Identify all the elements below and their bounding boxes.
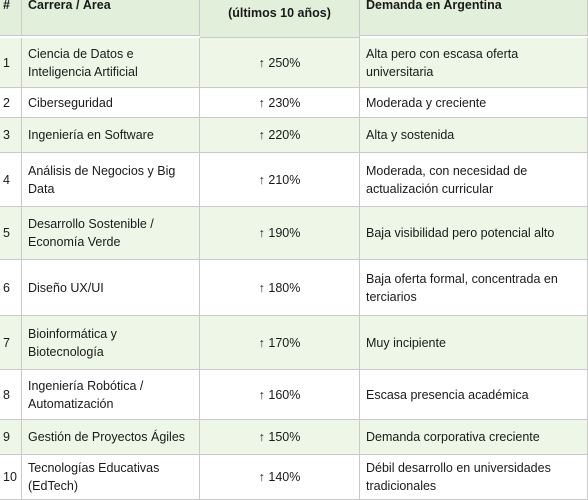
header-row-number: # xyxy=(0,0,22,36)
row-number: 2 xyxy=(0,88,22,118)
row-number: 8 xyxy=(0,370,22,420)
career: Desarrollo Sostenible / Economía Verde xyxy=(22,207,200,260)
career: Diseño UX/UI xyxy=(22,260,200,316)
row-number: 9 xyxy=(0,420,22,455)
career: Análisis de Negocios y Big Data xyxy=(22,153,200,207)
demand: Débil desarrollo en universidades tradic… xyxy=(360,455,588,500)
growth: ↑ 230% xyxy=(200,88,360,118)
demand: Escasa presencia académica xyxy=(360,370,588,420)
header-growth: Crecimiento Global (últimos 10 años) xyxy=(200,0,360,38)
career: Gestión de Proyectos Ágiles xyxy=(22,420,200,455)
growth: ↑ 210% xyxy=(200,153,360,207)
demand: Baja oferta formal, concentrada en terci… xyxy=(360,260,588,316)
header-career: Carrera / Área xyxy=(22,0,200,36)
demand: Muy incipiente xyxy=(360,316,588,370)
career: Bioinformática y Biotecnología xyxy=(22,316,200,370)
growth: ↑ 150% xyxy=(200,420,360,455)
growth: ↑ 180% xyxy=(200,260,360,316)
growth: ↑ 160% xyxy=(200,370,360,420)
row-number: 4 xyxy=(0,153,22,207)
career: Tecnologías Educativas (EdTech) xyxy=(22,455,200,500)
demand: Moderada, con necesidad de actualización… xyxy=(360,153,588,207)
demand: Alta y sostenida xyxy=(360,118,588,153)
row-number: 7 xyxy=(0,316,22,370)
growth: ↑ 140% xyxy=(200,455,360,500)
header-demand: Demanda en Argentina xyxy=(360,0,588,36)
row-number: 1 xyxy=(0,38,22,88)
growth: ↑ 220% xyxy=(200,118,360,153)
growth: ↑ 170% xyxy=(200,316,360,370)
career: Ingeniería Robótica / Automatización xyxy=(22,370,200,420)
row-number: 3 xyxy=(0,118,22,153)
row-number: 10 xyxy=(0,455,22,500)
career: Ingeniería en Software xyxy=(22,118,200,153)
demand: Moderada y creciente xyxy=(360,88,588,118)
demand: Alta pero con escasa oferta universitari… xyxy=(360,38,588,88)
growth: ↑ 190% xyxy=(200,207,360,260)
demand: Demanda corporativa creciente xyxy=(360,420,588,455)
row-number: 6 xyxy=(0,260,22,316)
growth: ↑ 250% xyxy=(200,38,360,88)
career: Ciencia de Datos e Inteligencia Artifici… xyxy=(22,38,200,88)
row-number: 5 xyxy=(0,207,22,260)
demand: Baja visibilidad pero potencial alto xyxy=(360,207,588,260)
career: Ciberseguridad xyxy=(22,88,200,118)
